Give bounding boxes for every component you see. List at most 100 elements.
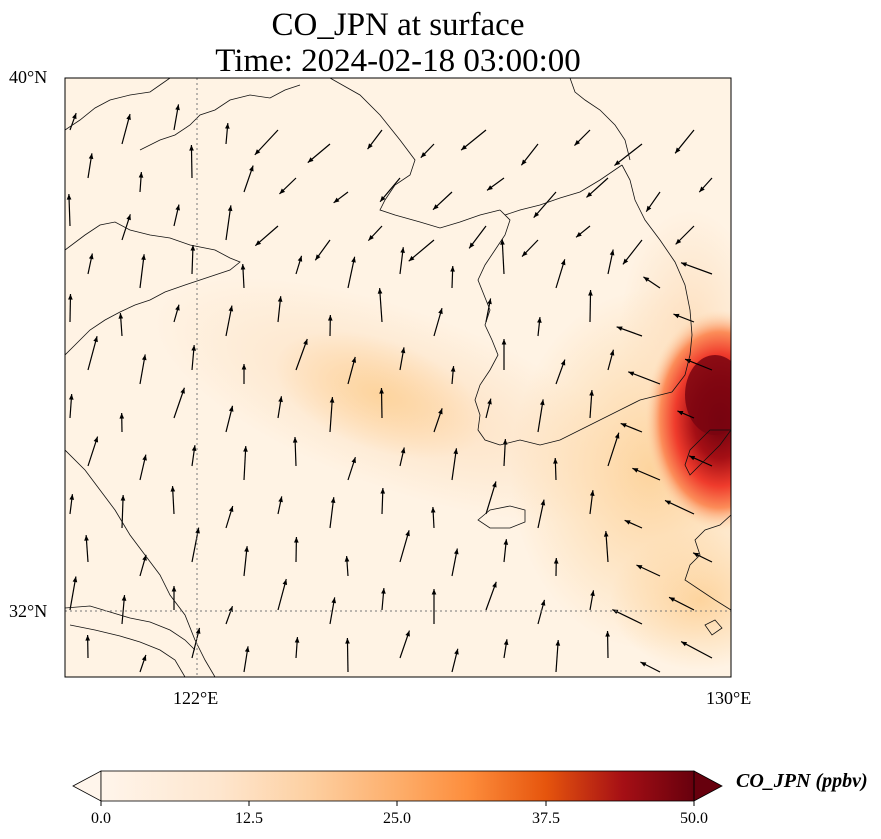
colorbar-extend-max — [693, 770, 723, 802]
wind-vector-head — [294, 537, 299, 543]
wind-vector-head — [643, 276, 650, 282]
map-frame — [64, 77, 732, 678]
wind-vector-head — [367, 143, 373, 150]
wind-vector-head — [72, 113, 77, 120]
wind-vector-head — [141, 254, 146, 261]
wind-vector-head — [586, 191, 593, 198]
wind-vector-head — [68, 294, 73, 300]
wind-vector-head — [614, 432, 620, 439]
wind-vector-head — [624, 520, 631, 525]
wind-vector-head — [180, 387, 185, 394]
wind-vector-head — [228, 305, 234, 312]
wind-vector-head — [88, 253, 94, 260]
wind-vectors — [66, 104, 713, 673]
wind-vector-head — [622, 258, 629, 265]
wind-vector-head — [282, 579, 288, 586]
wind-vector-head — [278, 496, 283, 503]
wind-vector-head — [228, 405, 234, 412]
wind-vector-head — [344, 556, 350, 562]
wind-vector-head — [431, 589, 437, 595]
wind-vector-head — [400, 347, 406, 354]
colorbar-tick-1: 12.5 — [235, 810, 263, 827]
wind-vector — [139, 254, 145, 289]
wind-vector-head — [84, 535, 89, 541]
wind-vector — [329, 397, 334, 433]
wind-vector-head — [126, 114, 131, 120]
wind-vector-head — [227, 205, 233, 212]
wind-vector-head — [553, 558, 559, 564]
wind-vector-head — [380, 488, 386, 494]
wind-vector-head — [616, 326, 623, 331]
lat-label-north: 40°N — [9, 67, 48, 87]
coastline-shandong — [65, 221, 241, 356]
colorbar-tick-3: 37.5 — [532, 810, 560, 827]
wind-vector-head — [244, 546, 249, 552]
wind-vector-head — [315, 254, 321, 261]
coastline-korea-west — [474, 209, 511, 446]
wind-vector — [628, 371, 661, 385]
wind-vector-head — [539, 399, 545, 406]
wind-vector-head — [664, 500, 671, 505]
wind-vector-head — [119, 413, 125, 419]
wind-vector-head — [469, 242, 475, 249]
coastline-north-east — [569, 78, 631, 161]
wind-vector-head — [171, 586, 177, 592]
wind-vector-head — [142, 454, 147, 461]
wind-vector-head — [279, 188, 286, 194]
wind-vector-head — [461, 144, 467, 151]
wind-vector-head — [503, 539, 509, 545]
wind-vector-head — [333, 197, 340, 203]
wind-vector — [501, 239, 505, 275]
wind-vector-head — [170, 486, 176, 492]
wind-vector-head — [677, 410, 684, 416]
wind-vector-head — [381, 588, 386, 594]
wind-vector-head — [681, 641, 688, 647]
wind-vector-head — [292, 437, 298, 443]
wind-vector-head — [540, 499, 546, 506]
wind-vector-head — [329, 397, 335, 403]
wind-vector-head — [307, 157, 314, 163]
wind-vector-head — [66, 194, 72, 200]
coastlines — [65, 78, 731, 677]
wind-vector-head — [438, 408, 443, 415]
wind-vector-head — [225, 123, 230, 129]
wind-vector-head — [405, 530, 410, 537]
wind-vector-head — [175, 204, 180, 211]
coastline-korea-south — [499, 391, 673, 446]
wind-vector-head — [492, 481, 497, 488]
wind-vector-head — [609, 249, 615, 256]
colorbar-gradient — [101, 771, 694, 801]
wind-vector-head — [351, 256, 356, 263]
colorbar-tick-0: 0.0 — [91, 810, 111, 827]
wind-vector-head — [294, 637, 300, 643]
wind-vector-head — [487, 298, 492, 305]
wind-vector-head — [190, 245, 196, 251]
wind-vector-head — [487, 185, 493, 191]
wind-vector-head — [351, 457, 356, 464]
wind-vector-head — [254, 149, 261, 155]
coastline-china-north — [65, 78, 171, 131]
coastline-korea-east — [621, 164, 693, 393]
wind-vector-head — [93, 336, 98, 343]
wind-vector-head — [408, 255, 415, 262]
wind-vector — [243, 446, 247, 481]
wind-vector-head — [85, 635, 91, 641]
wind-vector-head — [673, 313, 680, 319]
wind-vector-head — [120, 495, 126, 501]
wind-vector-head — [589, 390, 594, 396]
wind-vector-head — [522, 250, 528, 257]
wind-vector-head — [191, 345, 197, 351]
wind-vector-head — [400, 447, 406, 454]
wind-vector — [485, 481, 497, 515]
wind-vector-head — [632, 468, 639, 473]
wind-vector-head — [689, 455, 696, 461]
wind-vector-head — [88, 153, 94, 160]
coastline-liaoning — [329, 78, 501, 229]
wind-vector-head — [553, 458, 558, 464]
lon-label-east: 130°E — [706, 688, 752, 708]
wind-vector — [680, 641, 713, 659]
wind-vector-head — [331, 597, 337, 604]
coastline-jeju — [477, 505, 526, 529]
wind-vector-head — [533, 211, 540, 218]
coastline-yangtze-south — [69, 624, 186, 677]
